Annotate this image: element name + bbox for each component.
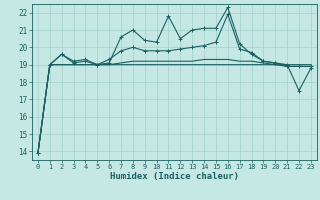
X-axis label: Humidex (Indice chaleur): Humidex (Indice chaleur): [110, 172, 239, 181]
